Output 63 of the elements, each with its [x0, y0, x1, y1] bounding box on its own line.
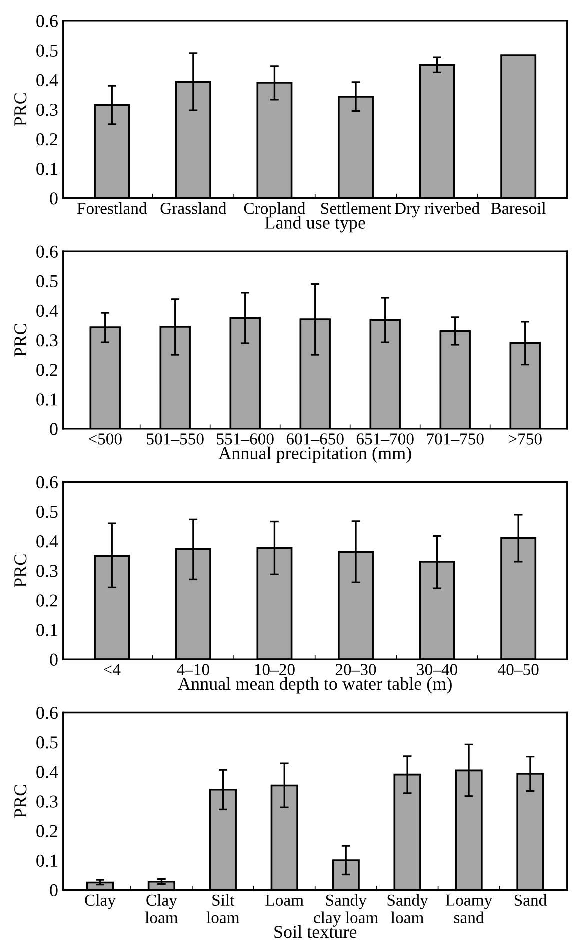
x-tick-label: Loamy sand [446, 894, 493, 924]
x-tick-label: >750 [509, 434, 542, 445]
y-axis-title: PRC [14, 785, 27, 818]
y-tick-label: 0.5 [36, 275, 58, 288]
y-tick-label: 0.2 [36, 594, 58, 607]
x-tick-label: Silt loam [206, 894, 240, 924]
x-tick-label: Grassland [160, 202, 227, 214]
y-tick-label: 0.3 [36, 334, 58, 347]
y-tick-label: 0.5 [36, 44, 58, 58]
y-axis-title: PRC [14, 324, 27, 357]
y-tick-label: 0 [50, 654, 58, 666]
x-tick-label: 20–30 [336, 664, 376, 676]
y-tick-label: 0.1 [36, 394, 58, 406]
x-tick-label: Sandy clay loam [314, 894, 378, 927]
y-tick-label: 0.1 [36, 624, 58, 636]
y-tick-label: 0.6 [36, 706, 58, 720]
y-tick-label: 0.1 [36, 854, 58, 868]
x-tick-label: Sand [514, 894, 547, 906]
y-tick-label: 0.5 [36, 506, 58, 518]
y-tick-label: 0.3 [36, 104, 58, 116]
x-tick-label: 651–700 [356, 434, 414, 445]
y-tick-label: 0.2 [36, 133, 58, 146]
y-axis-title: PRC [14, 94, 27, 126]
x-tick-label: 501–550 [147, 434, 204, 445]
x-tick-label: 551–600 [217, 434, 274, 445]
y-tick-label: 0.6 [36, 476, 58, 489]
x-tick-label: Clay loam [145, 894, 178, 924]
y-tick-label: 0 [50, 192, 58, 205]
y-tick-label: 0.1 [36, 163, 58, 176]
x-tick-label: Forestland [77, 202, 148, 214]
y-tick-label: 0.2 [36, 364, 58, 376]
y-tick-label: 0.6 [36, 15, 58, 28]
y-tick-label: 0 [50, 423, 58, 436]
x-tick-label: Cropland [244, 202, 306, 218]
x-tick-label: Sandy loam [388, 894, 428, 924]
y-tick-label: 0.4 [36, 304, 58, 318]
y-tick-label: 0.5 [36, 736, 58, 749]
y-tick-label: 0.3 [36, 565, 58, 578]
y-axis-title: PRC [14, 554, 27, 588]
x-tick-label: 4–10 [177, 664, 210, 676]
x-tick-label: Loam [266, 894, 304, 906]
x-axis-title: Annual precipitation (mm) [218, 446, 412, 464]
x-axis-title: Annual mean depth to water table (m) [178, 677, 452, 694]
y-tick-label: 0 [50, 884, 58, 897]
x-tick-label: <500 [88, 434, 122, 445]
x-axis-title: Soil texture [274, 926, 357, 938]
y-tick-label: 0.4 [36, 536, 58, 548]
x-tick-label: Settlement [321, 202, 392, 214]
y-tick-label: 0.4 [36, 766, 58, 778]
x-tick-label: 601–650 [286, 434, 344, 445]
y-tick-label: 0.6 [36, 246, 58, 258]
x-tick-label: 30–40 [417, 664, 458, 676]
x-tick-label: 40–50 [498, 664, 539, 676]
x-tick-label: Clay [85, 894, 116, 910]
x-tick-label: 701–750 [427, 434, 484, 445]
y-tick-label: 0.4 [36, 74, 58, 87]
x-tick-label: Baresoil [491, 202, 546, 214]
y-tick-label: 0.3 [36, 796, 58, 808]
x-axis-title: Land use type [265, 216, 366, 233]
y-tick-label: 0.2 [36, 825, 58, 838]
x-tick-label: Dry riverbed [394, 202, 480, 218]
x-tick-label: 10–20 [255, 664, 295, 676]
x-tick-label: <4 [104, 664, 121, 676]
